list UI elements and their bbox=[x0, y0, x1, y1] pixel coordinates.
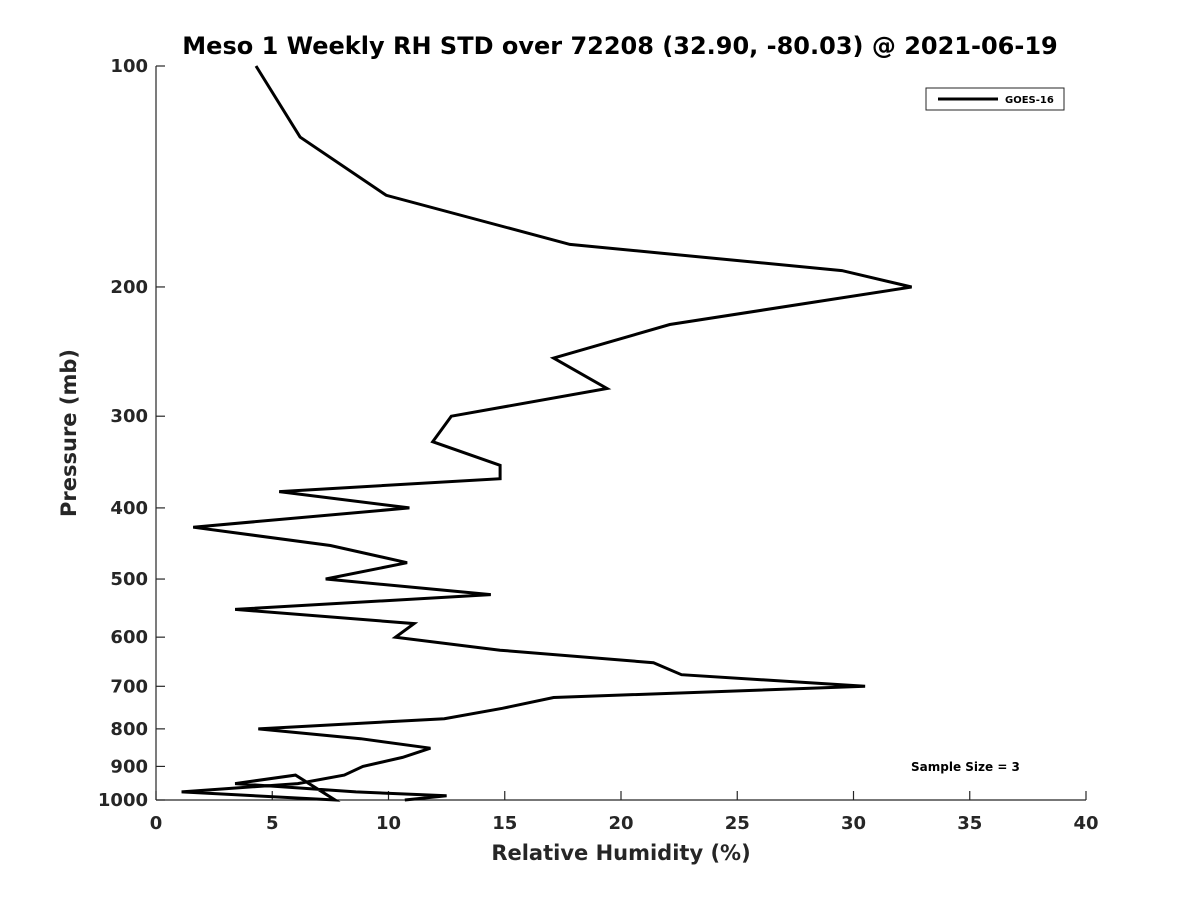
x-tick-label: 20 bbox=[608, 813, 633, 834]
series-group bbox=[181, 65, 912, 802]
x-tick-label: 30 bbox=[841, 813, 866, 834]
y-tick-label: 400 bbox=[110, 498, 148, 519]
plot-axes bbox=[155, 66, 1086, 801]
chart-title: Meso 1 Weekly RH STD over 72208 (32.90, … bbox=[182, 32, 1057, 60]
y-tick-label: 500 bbox=[110, 569, 148, 590]
x-tick-label: 40 bbox=[1073, 813, 1098, 834]
y-tick-label: 600 bbox=[110, 627, 148, 648]
y-axis-label: Pressure (mb) bbox=[57, 349, 81, 517]
y-tick-label: 300 bbox=[110, 406, 148, 427]
x-tick-label: 35 bbox=[957, 813, 982, 834]
x-tick-label: 10 bbox=[376, 813, 401, 834]
y-tick-label: 900 bbox=[110, 756, 148, 777]
y-tick-label: 700 bbox=[110, 676, 148, 697]
x-axis-ticks: 0 5 10 15 20 25 30 35 40 bbox=[150, 791, 1099, 834]
series-line-goes-16 bbox=[181, 65, 912, 802]
x-axis-label: Relative Humidity (%) bbox=[491, 841, 750, 865]
legend-label-goes-16: GOES-16 bbox=[1005, 95, 1054, 106]
x-tick-label: 25 bbox=[725, 813, 750, 834]
x-tick-label: 0 bbox=[150, 813, 163, 834]
legend: GOES-16 bbox=[925, 87, 1065, 111]
y-tick-label: 200 bbox=[110, 277, 148, 298]
y-tick-label: 100 bbox=[110, 56, 148, 77]
y-tick-label: 1000 bbox=[98, 790, 148, 811]
y-tick-label: 800 bbox=[110, 719, 148, 740]
x-tick-label: 5 bbox=[266, 813, 279, 834]
sample-size-annotation: Sample Size = 3 bbox=[911, 760, 1020, 774]
x-tick-label: 15 bbox=[492, 813, 517, 834]
y-axis-ticks: 100 200 300 400 500 600 700 800 900 1000 bbox=[98, 56, 165, 811]
